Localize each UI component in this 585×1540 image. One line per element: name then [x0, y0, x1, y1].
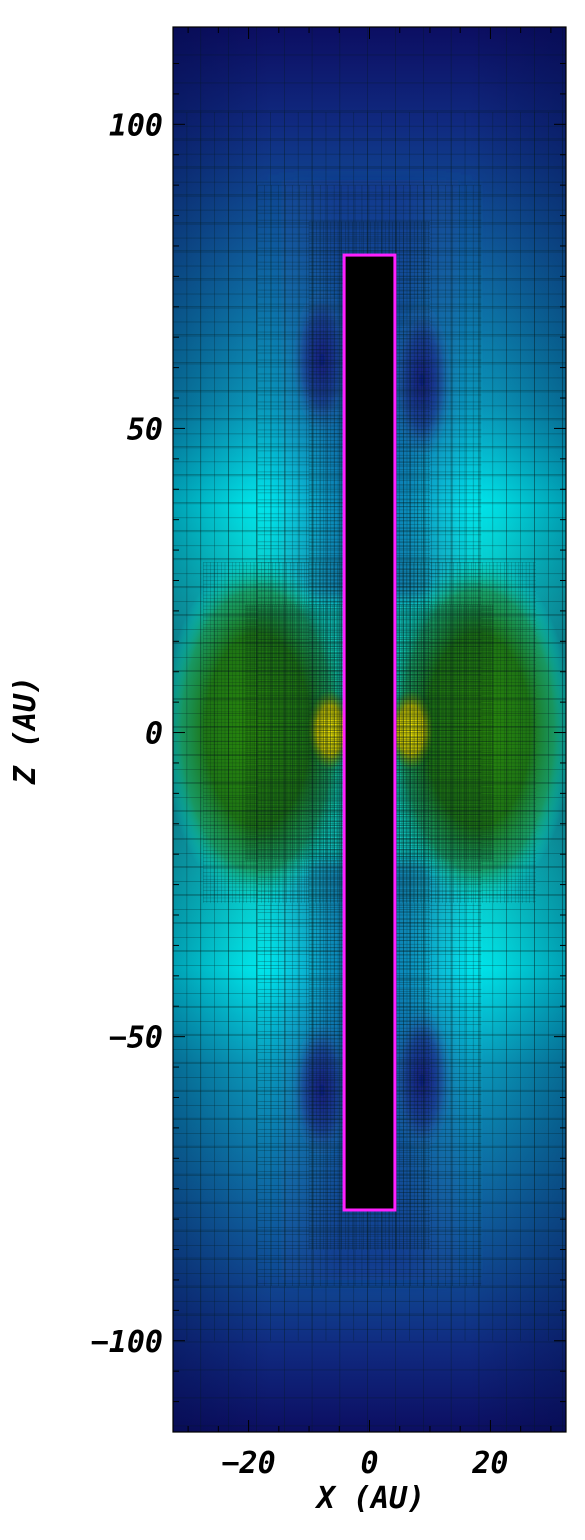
masked-region-outline: [342, 253, 397, 1212]
x-tick-label: 0: [360, 1446, 378, 1481]
y-tick-label: −100: [91, 1325, 163, 1360]
x-axis: −20 0 20: [187, 27, 552, 1481]
y-tick-label: 50: [127, 412, 163, 447]
y-tick-label: 0: [145, 717, 163, 752]
lower-right-lobe: [392, 1005, 452, 1155]
masked-region: [344, 255, 395, 1210]
x-tick-label: −20: [221, 1446, 275, 1481]
upper-left-lobe: [292, 285, 352, 435]
x-tick-label: 20: [471, 1446, 508, 1481]
y-tick-label: 100: [109, 108, 163, 143]
y-axis: −100 −50 0 50 100: [91, 62, 566, 1403]
x-axis-title: X (AU): [314, 1481, 425, 1516]
heatmap-field: [173, 27, 566, 1432]
left-core: [308, 690, 352, 770]
y-axis-title: Z (AU): [8, 676, 43, 785]
y-tick-label: −50: [109, 1021, 163, 1056]
right-core: [389, 690, 433, 770]
